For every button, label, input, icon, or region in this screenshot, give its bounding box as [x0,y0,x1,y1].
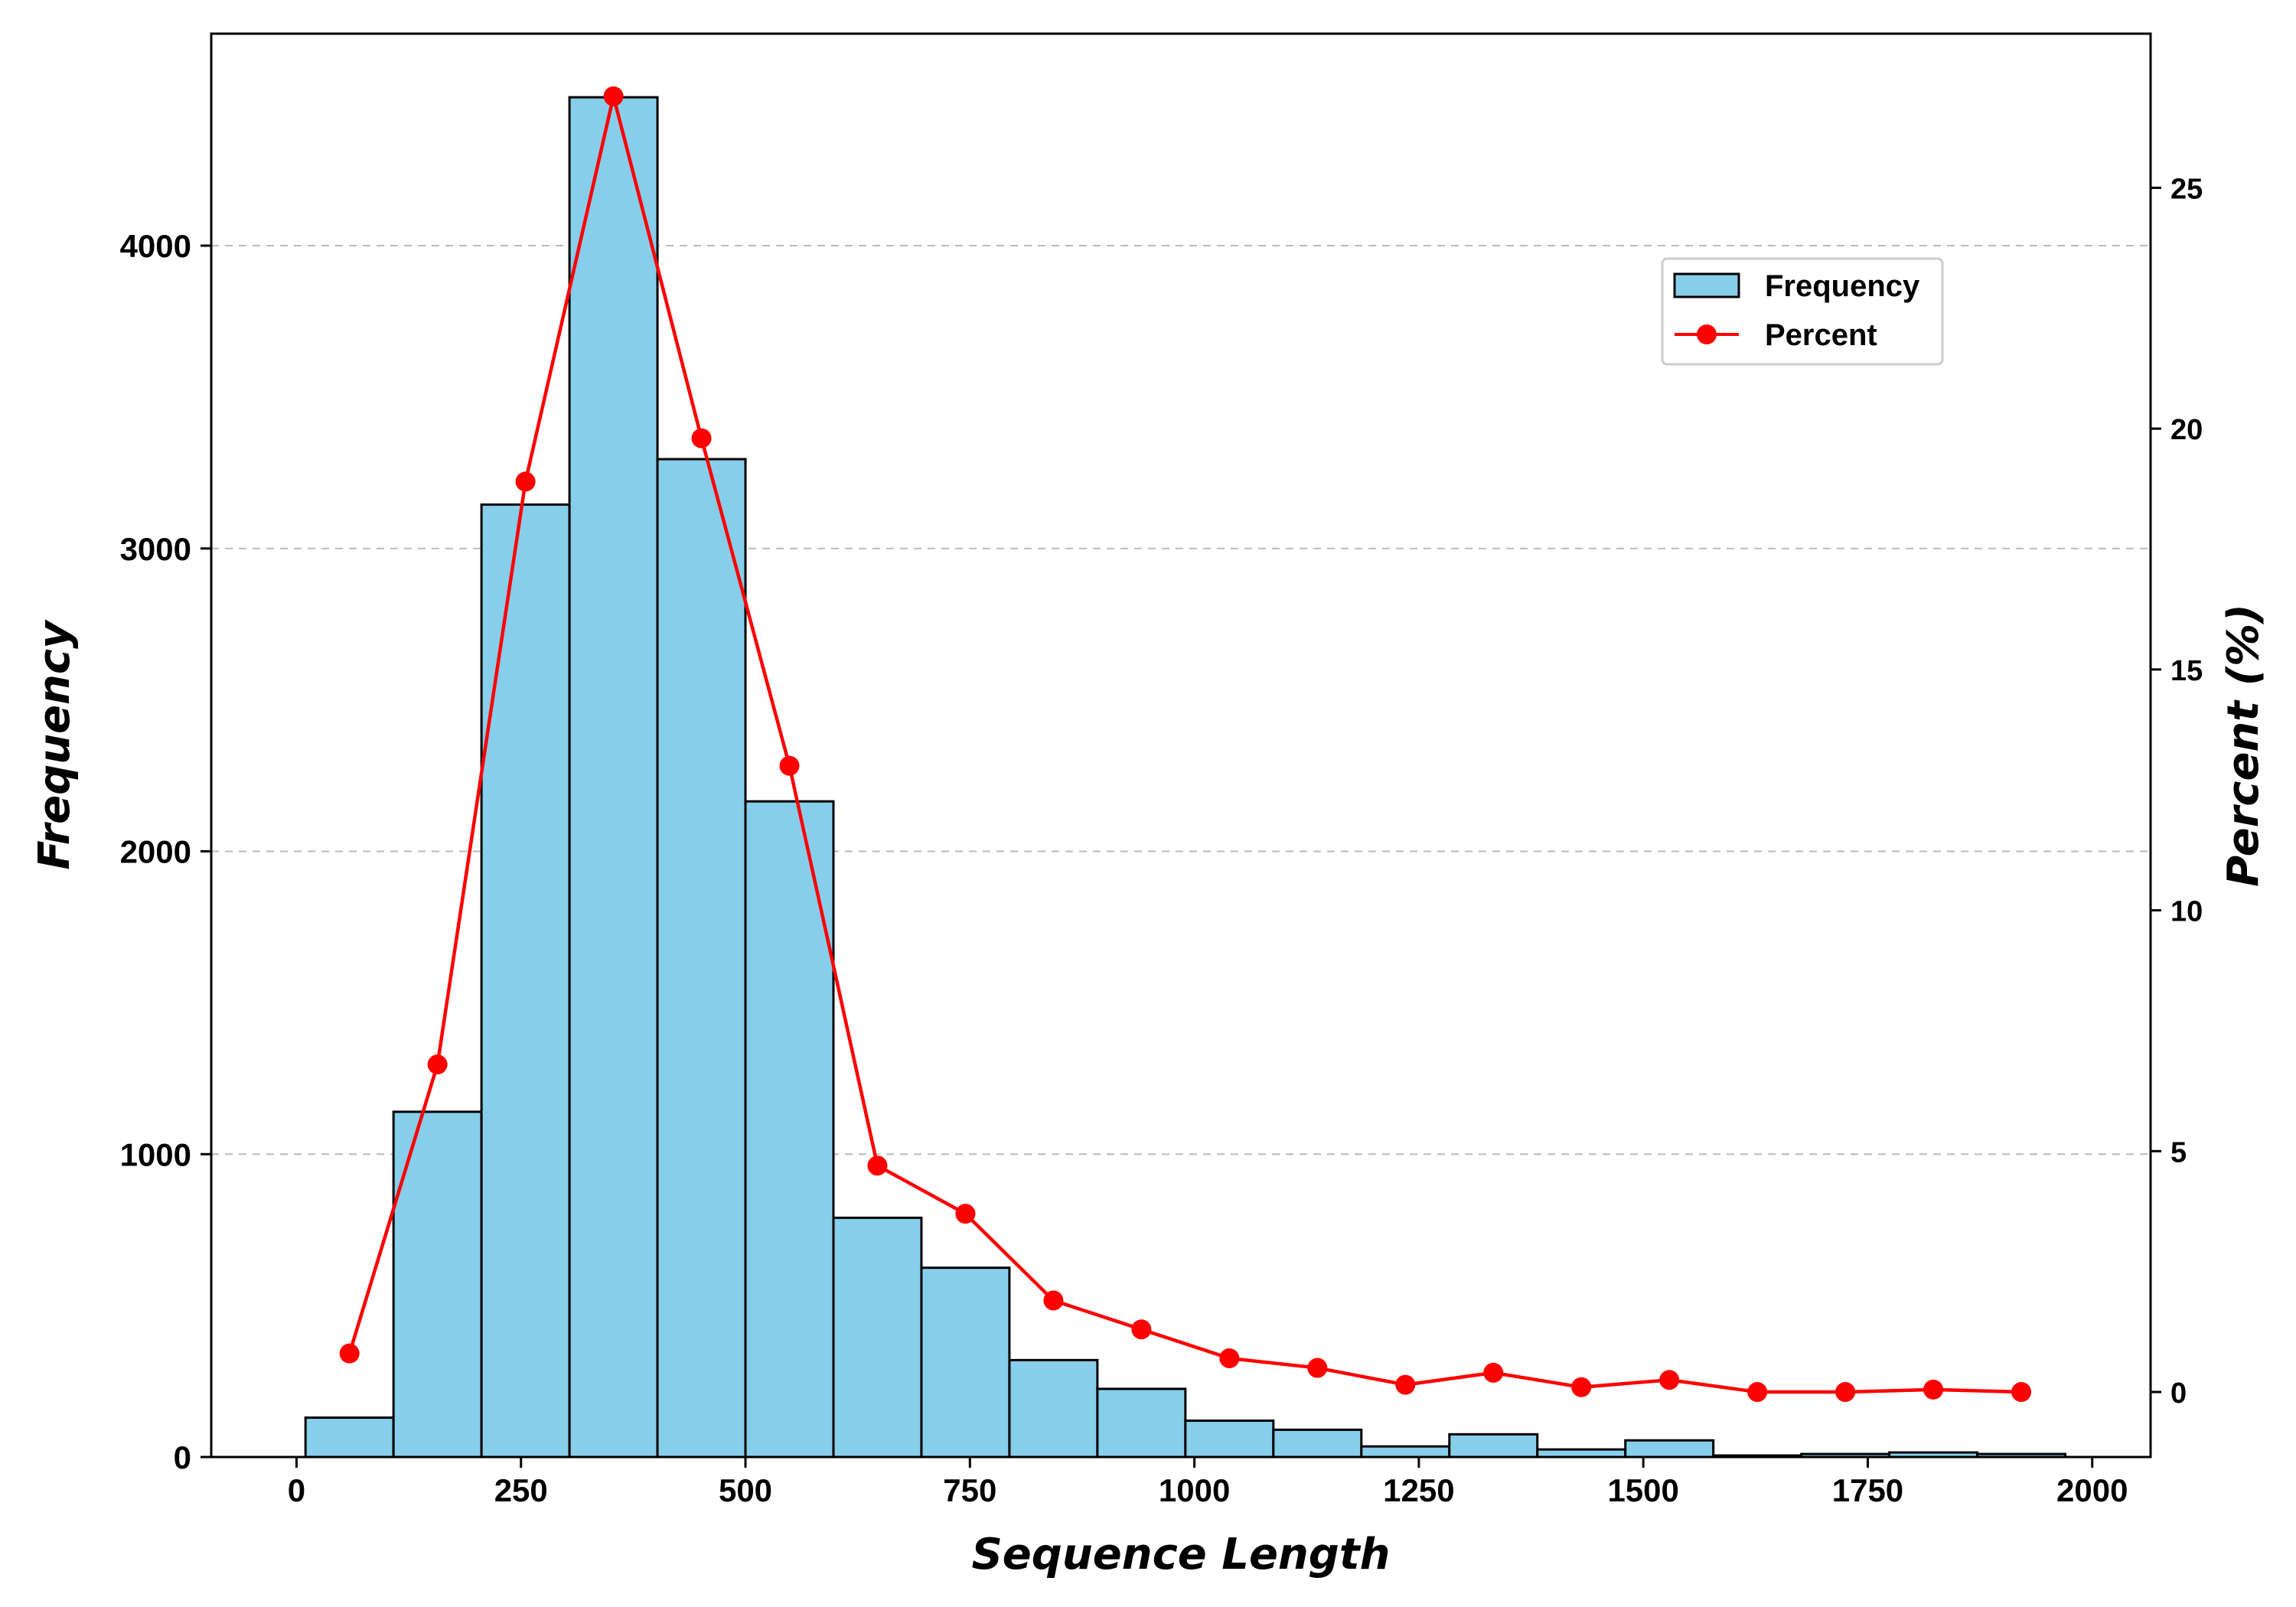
line-layer [339,86,2032,1403]
histogram-bar [1448,1433,1539,1459]
percent-point [339,1343,360,1364]
percent-point [603,86,624,106]
percent-point [1307,1358,1328,1378]
percent-point [867,1156,888,1176]
percent-point [1395,1374,1416,1395]
percent-line [347,94,2022,1394]
legend: Frequency Percent [1661,257,1944,366]
bar-layer [304,96,2067,1459]
histogram-bar [1008,1358,1099,1459]
percent-point [691,428,712,448]
x-tick-label: 750 [943,1472,996,1508]
histogram-bar [832,1216,923,1459]
y-tick-label: 0 [174,1439,191,1475]
percent-point [1483,1362,1504,1383]
histogram-bar [1272,1428,1363,1459]
x-tick-label: 1250 [1383,1472,1454,1508]
histogram-bar [568,96,659,1459]
x-axis-ticks: 0 250 500 750 1000 1250 1500 1750 2000 [288,1457,2128,1508]
y2-axis-title: Percent (%) [2219,604,2268,887]
histogram-bar [480,503,571,1459]
y2-tick-label: 10 [2170,896,2203,928]
y-axis-ticks: 0 1000 2000 3000 4000 [120,228,211,1475]
y-tick-label: 4000 [120,228,191,264]
histogram-bar [1184,1420,1275,1459]
histogram-bar [920,1266,1011,1459]
percent-point [1659,1370,1680,1390]
histogram-bar [1096,1387,1187,1459]
percent-point [779,755,800,776]
x-tick-label: 0 [288,1472,305,1508]
histogram-bar [1360,1445,1451,1459]
x-tick-label: 1750 [1832,1472,1903,1508]
plot-frame [210,32,2152,1459]
y2-axis-ticks: 0 5 10 15 20 25 [2151,173,2203,1410]
x-tick-label: 250 [494,1472,548,1508]
y2-tick-label: 0 [2170,1377,2187,1410]
percent-point [515,471,536,492]
histogram-bar [744,800,835,1459]
x-tick-label: 2000 [2056,1472,2128,1508]
y2-tick-label: 25 [2170,173,2203,205]
percent-point [427,1054,448,1075]
percent-point [955,1204,976,1224]
y2-tick-label: 5 [2170,1136,2187,1169]
percent-point [1571,1377,1592,1397]
histogram-bar [304,1416,395,1459]
percent-point [1043,1290,1064,1311]
x-tick-label: 500 [719,1472,772,1508]
x-tick-label: 1500 [1607,1472,1678,1508]
histogram-bar [656,458,747,1459]
percent-point [1131,1319,1152,1340]
legend-frequency-swatch [1673,272,1740,298]
percent-point [1923,1379,1944,1400]
legend-percent-label: Percent [1765,318,1877,352]
percent-point [1219,1348,1240,1368]
percent-point [1747,1382,1768,1403]
y-tick-label: 3000 [120,531,191,567]
y-tick-label: 1000 [120,1136,191,1172]
legend-frequency-label: Frequency [1765,269,1920,303]
histogram-bar [1624,1439,1715,1459]
percent-point [2011,1382,2032,1403]
y-tick-label: 2000 [120,834,191,870]
y-axis-title: Frequency [30,619,80,870]
x-axis-title: Sequence Length [971,1530,1390,1579]
legend-percent-marker [1697,324,1717,344]
percent-point [1835,1382,1856,1403]
y2-tick-label: 20 [2170,414,2203,446]
x-tick-label: 1000 [1159,1472,1230,1508]
y2-tick-label: 15 [2170,655,2203,687]
